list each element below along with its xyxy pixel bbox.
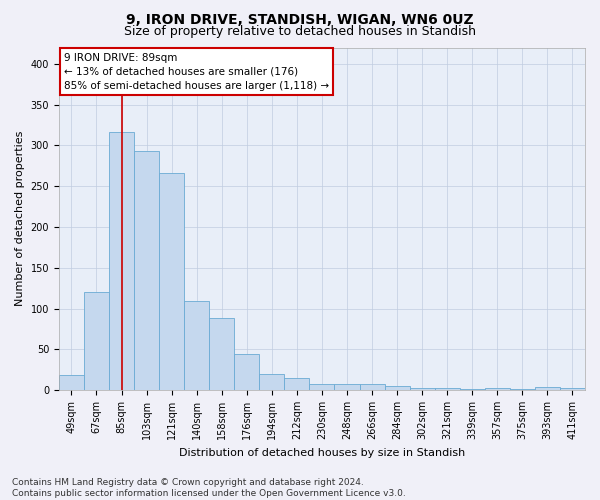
Bar: [109, 132, 134, 390]
Bar: [310, 384, 334, 390]
Bar: [84, 292, 109, 390]
Text: 9 IRON DRIVE: 89sqm
← 13% of detached houses are smaller (176)
85% of semi-detac: 9 IRON DRIVE: 89sqm ← 13% of detached ho…: [64, 52, 329, 90]
Bar: [159, 173, 184, 390]
Bar: [410, 388, 434, 390]
Bar: [259, 374, 284, 390]
Y-axis label: Number of detached properties: Number of detached properties: [15, 131, 25, 306]
Bar: [385, 386, 410, 390]
Bar: [359, 384, 385, 390]
X-axis label: Distribution of detached houses by size in Standish: Distribution of detached houses by size …: [179, 448, 465, 458]
Bar: [434, 388, 460, 390]
Bar: [59, 376, 84, 390]
Text: Size of property relative to detached houses in Standish: Size of property relative to detached ho…: [124, 25, 476, 38]
Bar: [134, 151, 159, 390]
Bar: [184, 301, 209, 390]
Bar: [334, 384, 359, 390]
Text: Contains HM Land Registry data © Crown copyright and database right 2024.
Contai: Contains HM Land Registry data © Crown c…: [12, 478, 406, 498]
Bar: [535, 387, 560, 390]
Bar: [284, 378, 310, 390]
Bar: [209, 318, 234, 390]
Bar: [560, 388, 585, 390]
Bar: [485, 388, 510, 390]
Bar: [234, 354, 259, 390]
Text: 9, IRON DRIVE, STANDISH, WIGAN, WN6 0UZ: 9, IRON DRIVE, STANDISH, WIGAN, WN6 0UZ: [126, 12, 474, 26]
